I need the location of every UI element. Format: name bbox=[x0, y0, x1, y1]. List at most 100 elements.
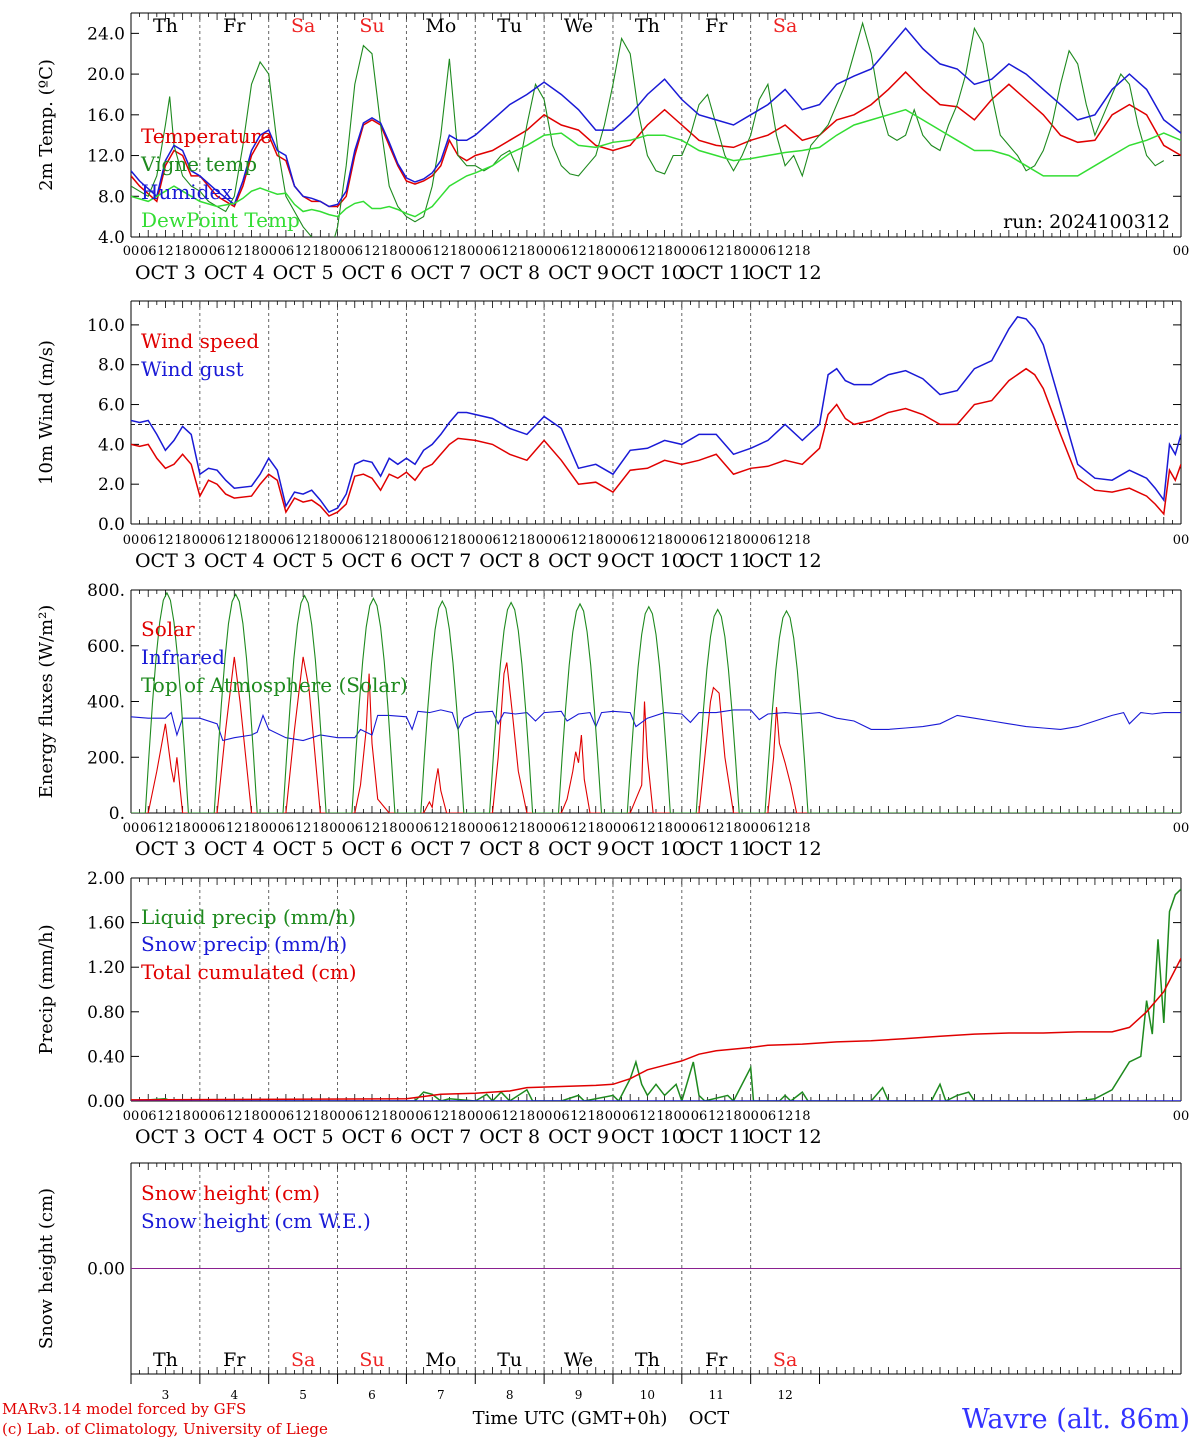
y-tick-label: 0.00 bbox=[87, 1092, 125, 1112]
date-label: OCT 3 bbox=[135, 550, 196, 572]
hour-tick-label: 00 bbox=[536, 1109, 553, 1124]
date-label: OCT 6 bbox=[342, 1126, 403, 1148]
day-number-label: 4 bbox=[230, 1388, 238, 1402]
hour-tick-label: 12 bbox=[295, 533, 312, 548]
date-label: OCT 4 bbox=[204, 838, 265, 860]
y-tick-label: 0.00 bbox=[87, 1260, 125, 1280]
series-line-dewpoint-temp bbox=[131, 108, 1181, 218]
hour-tick-label: 06 bbox=[622, 533, 639, 548]
date-label: OCT 9 bbox=[548, 838, 609, 860]
hour-tick-label: 18 bbox=[174, 821, 191, 836]
weekday-label: Su bbox=[359, 1349, 384, 1371]
hour-tick-label: 06 bbox=[484, 533, 501, 548]
y-tick-label: 6.0 bbox=[98, 396, 125, 416]
date-label: OCT 4 bbox=[204, 1126, 265, 1148]
hour-tick-label: 00 bbox=[605, 244, 622, 259]
hour-tick-label: 12 bbox=[226, 244, 243, 259]
hour-tick-label: 18 bbox=[174, 1109, 191, 1124]
date-label: OCT 9 bbox=[548, 1126, 609, 1148]
hour-tick-label: 00 bbox=[674, 244, 691, 259]
date-label: OCT 9 bbox=[548, 550, 609, 572]
hour-tick-label: 06 bbox=[346, 244, 363, 259]
legend-entry: Vigne temp bbox=[140, 152, 257, 176]
legend-entry: Solar bbox=[141, 617, 195, 641]
hour-tick-label: 12 bbox=[226, 1109, 243, 1124]
hour-tick-label: 12 bbox=[433, 244, 450, 259]
y-tick-label: 10.0 bbox=[87, 316, 125, 336]
hour-tick-label: 00 bbox=[674, 533, 691, 548]
hour-tick-label: 00 bbox=[467, 1109, 484, 1124]
hour-tick-label: 12 bbox=[157, 244, 174, 259]
hour-tick-label: 18 bbox=[243, 1109, 260, 1124]
date-label: OCT 3 bbox=[135, 1126, 196, 1148]
legend-entry: Wind gust bbox=[141, 357, 244, 381]
hour-tick-label: 00 bbox=[398, 244, 415, 259]
date-label: OCT 9 bbox=[548, 262, 609, 284]
series-line-top-of-atmosphere-solar- bbox=[131, 591, 1181, 813]
hour-tick-label: 12 bbox=[708, 244, 725, 259]
date-label: OCT 4 bbox=[204, 262, 265, 284]
hour-tick-label: 12 bbox=[501, 244, 518, 259]
hour-tick-label: 06 bbox=[140, 1109, 157, 1124]
hour-tick-label: 18 bbox=[243, 244, 260, 259]
hour-tick-label: 00 bbox=[260, 821, 277, 836]
time-axis-label: Time UTC (GMT+0h) bbox=[473, 1408, 668, 1429]
date-label: OCT 7 bbox=[410, 838, 471, 860]
hour-tick-label: 12 bbox=[433, 1109, 450, 1124]
weekday-label: Th bbox=[153, 15, 178, 37]
hour-tick-label: 12 bbox=[501, 533, 518, 548]
date-label: OCT 12 bbox=[749, 838, 822, 860]
hour-tick-label: 00 bbox=[1173, 821, 1190, 836]
hour-tick-label: 18 bbox=[450, 821, 467, 836]
y-tick-label: 1.60 bbox=[87, 914, 125, 934]
hour-tick-label: 12 bbox=[708, 821, 725, 836]
date-label: OCT 7 bbox=[410, 550, 471, 572]
hour-tick-label: 12 bbox=[433, 821, 450, 836]
hour-tick-label: 00 bbox=[192, 244, 209, 259]
hour-tick-label: 00 bbox=[1173, 244, 1190, 259]
day-number-label: 12 bbox=[777, 1388, 792, 1402]
date-label: OCT 7 bbox=[410, 262, 471, 284]
hour-tick-label: 06 bbox=[140, 533, 157, 548]
hour-tick-label: 18 bbox=[519, 821, 536, 836]
y-axis-label: 10m Wind (m/s) bbox=[36, 340, 57, 485]
hour-tick-label: 18 bbox=[312, 1109, 329, 1124]
y-tick-label: 12.0 bbox=[87, 147, 125, 167]
hour-tick-label: 00 bbox=[398, 533, 415, 548]
date-label: OCT 10 bbox=[611, 550, 684, 572]
weekday-label: Sa bbox=[773, 15, 797, 37]
date-label: OCT 3 bbox=[135, 838, 196, 860]
legend-entry: DewPoint Temp bbox=[141, 208, 300, 232]
y-tick-label: 200. bbox=[87, 748, 125, 768]
hour-tick-label: 18 bbox=[656, 244, 673, 259]
date-label: OCT 5 bbox=[273, 262, 334, 284]
legend-entry: Top of Atmosphere (Solar) bbox=[141, 673, 408, 697]
hour-tick-label: 00 bbox=[329, 1109, 346, 1124]
hour-tick-label: 06 bbox=[622, 244, 639, 259]
y-tick-label: 2.0 bbox=[98, 475, 125, 495]
weekday-label: Sa bbox=[291, 1349, 315, 1371]
date-label: OCT 10 bbox=[611, 262, 684, 284]
date-label: OCT 8 bbox=[479, 262, 540, 284]
hour-tick-label: 00 bbox=[467, 533, 484, 548]
hour-tick-label: 18 bbox=[243, 533, 260, 548]
hour-tick-label: 12 bbox=[295, 821, 312, 836]
hour-tick-label: 12 bbox=[777, 1109, 794, 1124]
hour-tick-label: 18 bbox=[587, 821, 604, 836]
panel-2: 0.0 2.0 4.0 6.0 8.0 10.0 10m Wind (m/s) Wind sp… bbox=[36, 300, 1189, 572]
hour-tick-label: 06 bbox=[553, 1109, 570, 1124]
hour-tick-label: 00 bbox=[536, 821, 553, 836]
panel-3: 0. 200. 400. 600. 800. Energy fluxes (W/m²) So… bbox=[36, 581, 1189, 860]
hour-tick-label: 00 bbox=[674, 1109, 691, 1124]
hour-tick-label: 18 bbox=[381, 533, 398, 548]
weekday-label: Th bbox=[635, 1349, 660, 1371]
weekday-label: Th bbox=[635, 15, 660, 37]
hour-tick-label: 18 bbox=[794, 1109, 811, 1124]
hour-tick-label: 12 bbox=[708, 1109, 725, 1124]
lab-credit: (c) Lab. of Climatology, University of L… bbox=[2, 1420, 328, 1438]
date-label: OCT 5 bbox=[273, 1126, 334, 1148]
hour-tick-label: 18 bbox=[174, 244, 191, 259]
day-number-label: 10 bbox=[640, 1388, 655, 1402]
y-tick-label: 600. bbox=[87, 637, 125, 657]
hour-tick-label: 00 bbox=[467, 821, 484, 836]
